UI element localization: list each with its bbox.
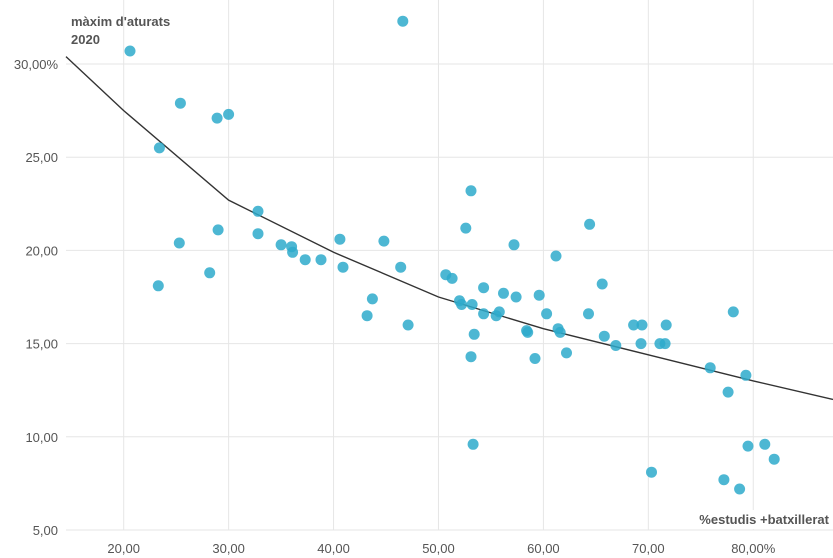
x-axis-label: %estudis +batxillerat [695, 510, 833, 529]
x-tick-label: 20,00 [107, 541, 140, 556]
data-point [529, 353, 541, 364]
data-point [646, 466, 657, 478]
data-point [508, 239, 520, 251]
y-tick-label: 15,00 [25, 337, 58, 352]
data-point [550, 250, 562, 262]
data-point [337, 261, 349, 273]
data-point [211, 112, 223, 124]
x-tick-labels: 20,00 30,00 40,00 50,00 60,00 70,00 80,00% [107, 541, 775, 556]
data-point [456, 299, 468, 310]
y-tick-label: 10,00 [25, 430, 58, 445]
x-tick-label: 70,00 [632, 541, 665, 556]
data-point [759, 438, 771, 450]
data-point [287, 246, 299, 258]
data-point [541, 308, 553, 320]
data-point [722, 386, 734, 398]
data-point [152, 280, 164, 292]
data-point [704, 362, 716, 374]
data-point [596, 278, 608, 290]
data-point [660, 319, 672, 331]
data-point [465, 351, 477, 363]
data-point [173, 237, 185, 249]
data-point [583, 308, 594, 320]
data-point [727, 306, 739, 318]
data-point [212, 224, 224, 236]
data-point [174, 97, 186, 109]
x-tick-label: 50,00 [422, 541, 455, 556]
data-point [395, 261, 407, 273]
data-point [397, 15, 409, 27]
data-point [446, 272, 458, 284]
x-tick-label: 40,00 [317, 541, 350, 556]
data-point [465, 185, 477, 197]
data-point [561, 347, 572, 359]
grid-lines [66, 0, 833, 531]
data-point [204, 267, 216, 279]
data-point [740, 369, 752, 381]
data-point [275, 239, 287, 251]
data-point [252, 228, 264, 240]
data-point [734, 483, 746, 495]
data-points [124, 15, 780, 495]
data-point [768, 453, 780, 465]
data-point [468, 328, 480, 340]
data-point [493, 306, 505, 318]
y-tick-label: 5,00 [33, 523, 58, 538]
data-point [718, 474, 730, 486]
y-axis-label: màxim d'aturats 2020 [71, 13, 170, 49]
data-point [334, 233, 346, 245]
data-point [533, 289, 545, 301]
data-point [598, 330, 610, 342]
data-point [223, 108, 235, 120]
data-point [635, 338, 647, 350]
y-tick-label: 25,00 [25, 150, 58, 165]
data-point [466, 299, 478, 310]
data-point [742, 440, 754, 452]
data-point [315, 254, 327, 266]
trendline-group [65, 56, 833, 401]
y-tick-label: 20,00 [25, 243, 58, 258]
data-point [478, 282, 490, 294]
data-point [460, 222, 472, 234]
data-point [153, 142, 165, 154]
data-point [510, 291, 522, 303]
data-point [124, 45, 136, 57]
data-point [361, 310, 373, 322]
y-tick-labels: 5,00 10,00 15,00 20,00 25,00 30,00% [14, 57, 59, 538]
data-point [522, 326, 534, 338]
data-point [659, 338, 671, 350]
y-axis-label-line-1: màxim d'aturats [71, 14, 171, 29]
data-point [478, 308, 490, 320]
data-point [378, 235, 390, 247]
y-axis-label-line-2: 2020 [71, 32, 100, 47]
data-point [610, 340, 622, 351]
x-tick-label: 80,00% [731, 541, 776, 556]
data-point [636, 319, 648, 331]
data-point [584, 218, 596, 230]
data-point [366, 293, 378, 305]
data-point [628, 319, 640, 331]
x-tick-label: 30,00 [212, 541, 245, 556]
x-tick-label: 60,00 [527, 541, 560, 556]
data-point [402, 319, 414, 331]
data-point [467, 438, 479, 450]
data-point [299, 254, 311, 266]
y-tick-label: 30,00% [14, 57, 59, 72]
data-point [252, 205, 264, 217]
data-point [554, 326, 566, 338]
trendline [65, 56, 833, 401]
data-point [498, 287, 509, 299]
